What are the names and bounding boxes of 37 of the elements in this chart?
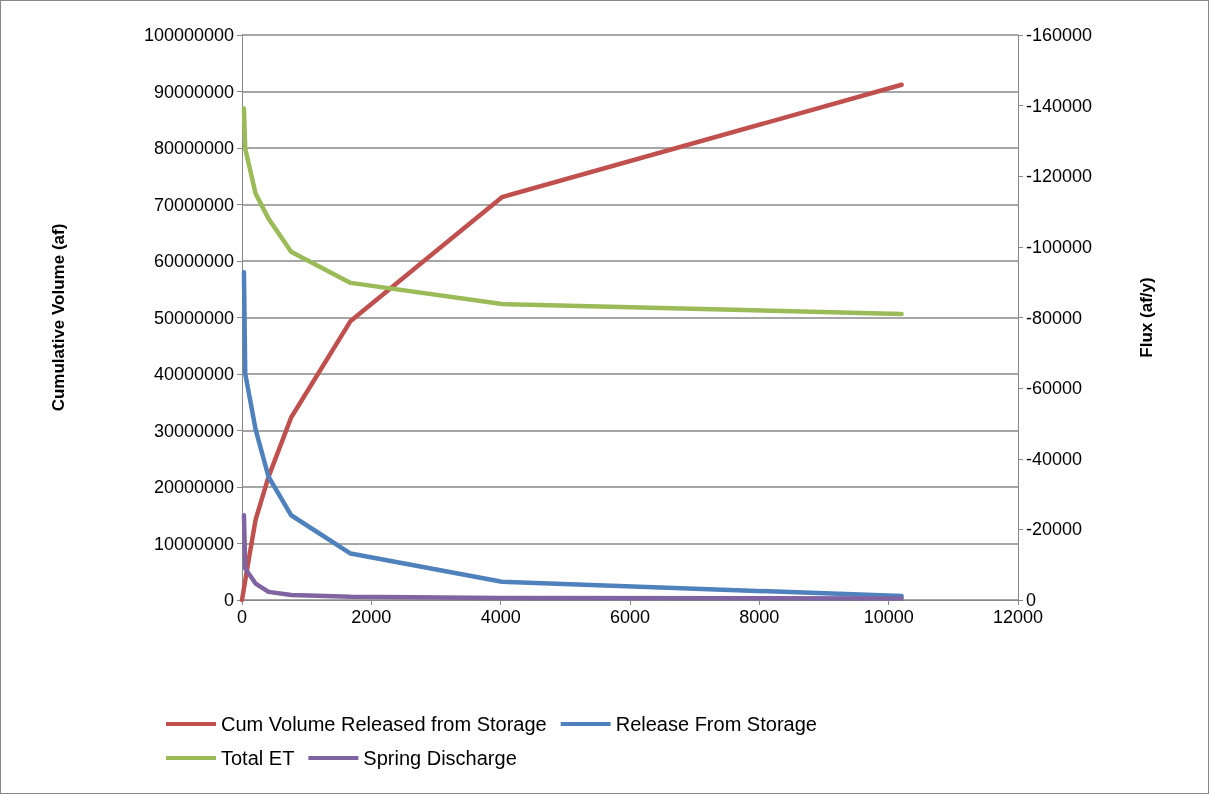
y2-tick-label: -160000 — [1026, 25, 1093, 45]
y-tick-label: 60000000 — [153, 251, 234, 271]
y2-tick-label: -140000 — [1026, 95, 1093, 116]
line-series — [239, 82, 904, 603]
x-tick-label: 8000 — [739, 607, 780, 627]
x-tick-label: 4000 — [480, 607, 521, 627]
y-tick-label: 80000000 — [153, 138, 234, 158]
y-tick-label: 40000000 — [153, 364, 234, 384]
y2-tick-label: -60000 — [1026, 378, 1083, 399]
y-tick-label: 70000000 — [153, 194, 234, 215]
legend-label: Total ET — [221, 747, 295, 769]
x-tick-label: 6000 — [609, 607, 651, 627]
line-series — [241, 106, 904, 317]
x-tick-label: 12000 — [992, 607, 1044, 627]
y-tick-label: 10000000 — [153, 533, 234, 554]
y2-tick-label: -100000 — [1026, 236, 1093, 257]
y-tick-label: 20000000 — [153, 477, 234, 497]
y-tick-label: 100000000 — [143, 25, 234, 45]
x-tick-label: 2000 — [351, 607, 392, 627]
y2-tick-label: 0 — [1026, 590, 1037, 610]
y2-tick-label: -80000 — [1026, 307, 1083, 328]
legend-label: Spring Discharge — [363, 747, 517, 769]
y-tick-label: 30000000 — [153, 420, 234, 441]
y-tick-label: 90000000 — [153, 81, 234, 102]
x-tick-label: 10000 — [863, 607, 914, 627]
line-series — [241, 270, 904, 599]
legend-label: Release From Storage — [615, 713, 817, 735]
y2-tick-label: -120000 — [1026, 166, 1093, 187]
x-tick-label: 0 — [236, 607, 248, 627]
y-axis-title: Cumulative Volume (af) — [49, 223, 68, 412]
y2-tick-label: -40000 — [1026, 448, 1083, 469]
y-tick-label: 0 — [223, 590, 234, 610]
y2-axis-title: Flux (af/y) — [1137, 277, 1156, 358]
y-tick-label: 50000000 — [153, 307, 234, 328]
y2-tick-label: -20000 — [1026, 519, 1083, 540]
line-series — [241, 513, 904, 601]
legend-label: Cum Volume Released from Storage — [221, 713, 547, 735]
